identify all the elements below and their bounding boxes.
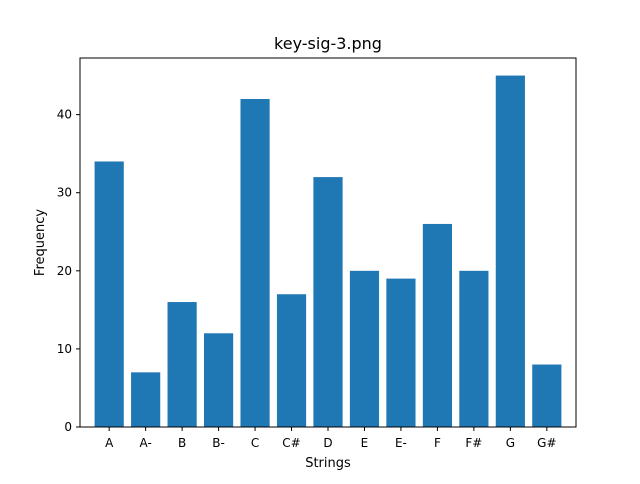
y-tick-label: 40 — [57, 108, 72, 122]
x-tick-label: A — [105, 436, 114, 450]
chart-title: key-sig-3.png — [274, 34, 382, 53]
x-axis-label: Strings — [305, 456, 351, 471]
y-axis-label: Frequency — [33, 209, 48, 276]
x-tick-label: E- — [395, 436, 407, 450]
x-tick-label: F — [434, 436, 441, 450]
bar-F# — [459, 270, 489, 427]
bar-A- — [131, 372, 161, 427]
bar-F — [422, 223, 452, 427]
x-tick-label: F# — [465, 436, 482, 450]
x-tick-label: D — [323, 436, 332, 450]
x-tick-label: G# — [537, 436, 556, 450]
x-tick-label: C# — [282, 436, 300, 450]
bar-C# — [276, 294, 307, 427]
x-tick-label: E — [361, 436, 369, 450]
bar-G# — [532, 364, 562, 427]
x-tick-label: A- — [140, 436, 152, 450]
bar-E — [349, 270, 380, 427]
bar-A — [94, 161, 124, 427]
plot-frame — [79, 57, 577, 428]
x-tick-label: B — [178, 436, 186, 450]
x-tick-label: C — [251, 436, 259, 450]
y-tick-label: 0 — [64, 420, 72, 434]
x-tick-label: B- — [212, 436, 225, 450]
y-tick-label: 10 — [57, 342, 72, 356]
bar-B — [167, 302, 197, 427]
bar-C — [240, 99, 270, 427]
x-ticks-group: A A- B B- C C# D E E- F F# G G# — [105, 427, 557, 450]
bars-group — [94, 75, 562, 428]
bar-B- — [204, 333, 234, 427]
bar-E- — [386, 278, 416, 427]
bar-D — [313, 177, 343, 427]
y-tick-label: 30 — [57, 186, 72, 200]
x-tick-label: G — [506, 436, 515, 450]
y-tick-label: 20 — [57, 264, 72, 278]
y-ticks-group: 0 10 20 30 40 — [57, 108, 80, 434]
bar-G — [495, 75, 525, 428]
